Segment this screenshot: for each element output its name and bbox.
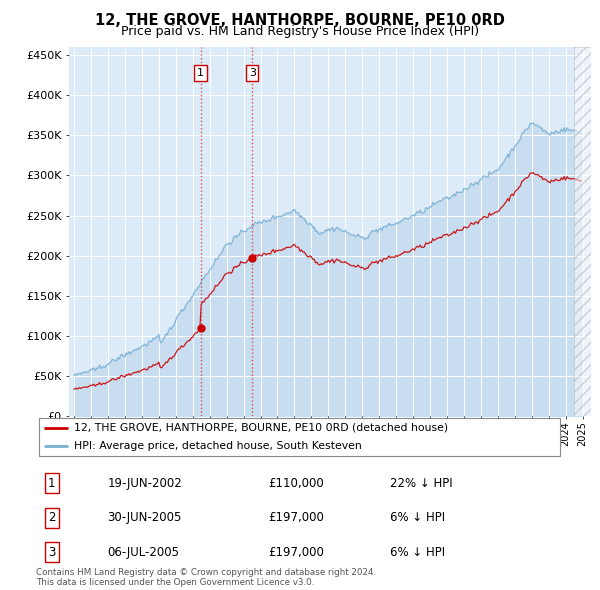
Text: 1: 1 (48, 477, 56, 490)
Text: £197,000: £197,000 (268, 546, 324, 559)
Text: HPI: Average price, detached house, South Kesteven: HPI: Average price, detached house, Sout… (74, 441, 362, 451)
Text: 2: 2 (48, 511, 56, 525)
Text: 6% ↓ HPI: 6% ↓ HPI (390, 546, 445, 559)
Text: £197,000: £197,000 (268, 511, 324, 525)
Text: 30-JUN-2005: 30-JUN-2005 (107, 511, 182, 525)
Text: 3: 3 (249, 68, 256, 78)
FancyBboxPatch shape (38, 418, 560, 456)
Text: 6% ↓ HPI: 6% ↓ HPI (390, 511, 445, 525)
Text: 3: 3 (48, 546, 56, 559)
Text: Price paid vs. HM Land Registry's House Price Index (HPI): Price paid vs. HM Land Registry's House … (121, 25, 479, 38)
Text: 1: 1 (197, 68, 204, 78)
Text: 12, THE GROVE, HANTHORPE, BOURNE, PE10 0RD (detached house): 12, THE GROVE, HANTHORPE, BOURNE, PE10 0… (74, 423, 448, 433)
Polygon shape (574, 47, 591, 416)
Text: Contains HM Land Registry data © Crown copyright and database right 2024.
This d: Contains HM Land Registry data © Crown c… (36, 568, 376, 587)
Text: 06-JUL-2005: 06-JUL-2005 (107, 546, 179, 559)
Text: 22% ↓ HPI: 22% ↓ HPI (390, 477, 452, 490)
Text: 19-JUN-2002: 19-JUN-2002 (107, 477, 182, 490)
Text: £110,000: £110,000 (268, 477, 324, 490)
Text: 12, THE GROVE, HANTHORPE, BOURNE, PE10 0RD: 12, THE GROVE, HANTHORPE, BOURNE, PE10 0… (95, 13, 505, 28)
